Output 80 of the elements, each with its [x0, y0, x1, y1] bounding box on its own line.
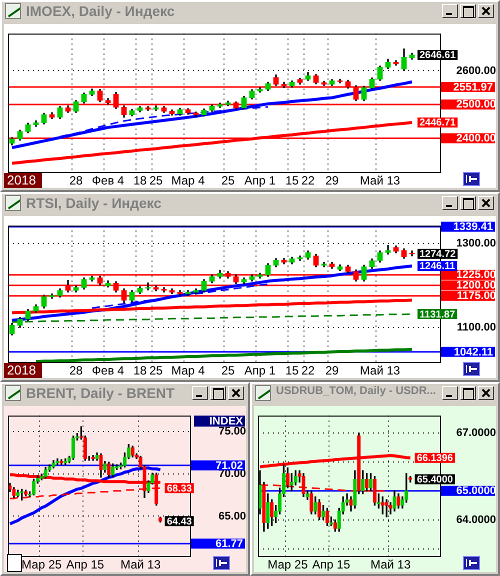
chart-title: BRENT, Daily - BRENT — [26, 385, 176, 401]
line-series — [11, 313, 413, 323]
x-tick-label: Фев 4 — [92, 364, 124, 378]
y-tick-label: 2600.00 — [456, 64, 496, 77]
candlestick — [16, 490, 20, 498]
x-tick-label: Май 13 — [120, 558, 161, 572]
text: 2018 — [7, 172, 36, 188]
data-label: 68.33 — [166, 483, 192, 494]
candlestick — [396, 493, 400, 509]
x-tick-label: Апр 15 — [312, 558, 350, 572]
x-tick-label: 29 — [325, 364, 339, 378]
y-tick-label: 1300.00 — [456, 237, 496, 250]
x-tick-label: 25 — [149, 364, 163, 378]
candlestick — [52, 460, 56, 468]
candlestick — [404, 473, 408, 503]
text: 64.43 — [166, 516, 192, 528]
x-tick-label: 18 — [133, 174, 147, 188]
data-label: 1131.87 — [420, 309, 456, 320]
data-label: 66.1396 — [416, 453, 454, 464]
y-tick-label: 64.0000 — [456, 514, 496, 526]
x-tick-label: Мар 4 — [171, 364, 206, 378]
candlestick — [95, 452, 99, 461]
x-tick-label: 28 — [69, 174, 83, 188]
x-tick-label: Май 13 — [370, 558, 411, 572]
ref-line-label: 1339.41 — [453, 221, 493, 234]
x-tick-label: 25 — [221, 364, 235, 378]
ref-line-label: 1042.11 — [454, 346, 493, 358]
ref-line-label: 61.77 — [215, 538, 243, 550]
x-tick-label: Мар 4 — [171, 174, 206, 188]
candlestick — [56, 458, 60, 465]
data-label: 2446.71 — [420, 118, 456, 129]
y-tick-label: 67.0000 — [456, 427, 496, 439]
x-tick-label: Апр 15 — [66, 558, 104, 572]
candlestick — [310, 490, 314, 514]
candlestick — [103, 460, 107, 473]
x-tick-label: 28 — [69, 364, 83, 378]
x-tick-label: Апр 1 — [244, 364, 276, 378]
y-tick-label: 1175.00 — [456, 290, 496, 302]
x-tick-label: 25 — [221, 174, 235, 188]
x-tick-label: 29 — [325, 174, 339, 188]
chart-title: IMOEX, Daily - Индекс — [26, 3, 176, 19]
line-series — [59, 106, 269, 138]
candlestick — [392, 490, 396, 512]
ref-line-label: 2551.97 — [453, 81, 493, 94]
x-tick-label: 22 — [301, 174, 315, 188]
line-series — [91, 283, 269, 309]
candlestick — [314, 496, 318, 514]
x-tick-label: 22 — [301, 364, 315, 378]
y-tick-label: 2400.00 — [456, 132, 496, 144]
x-tick-label: Мар 25 — [268, 558, 308, 572]
x-tick-label: Фев 4 — [92, 174, 124, 188]
text: 2646.61 — [420, 50, 456, 62]
y-axis-title: INDEX — [209, 416, 244, 428]
x-tick-label: 15 — [285, 174, 299, 188]
x-tick-label: Май 13 — [360, 174, 400, 188]
candlestick — [266, 493, 270, 529]
y-tick-label: 1200.00 — [456, 279, 496, 292]
candlestick — [380, 496, 384, 514]
text: 1274.72 — [420, 249, 456, 260]
candlestick — [368, 473, 373, 492]
chart-title: USDRUB_TOM, Daily - USDR... — [276, 385, 437, 397]
candlestick — [349, 496, 353, 512]
y-tick-label: 2500.00 — [456, 98, 496, 111]
x-tick-label: Мар 25 — [22, 558, 62, 572]
text: 65.4000 — [416, 474, 453, 486]
x-tick-label: 15 — [285, 364, 299, 378]
x-tick-label: Апр 1 — [244, 174, 276, 188]
data-label: 1246.11 — [420, 261, 456, 272]
x-tick-label: 18 — [133, 364, 147, 378]
candlestick — [71, 436, 76, 460]
y-tick-label: 75.00 — [218, 426, 246, 438]
text: 2018 — [7, 362, 36, 378]
x-tick-label: 25 — [149, 174, 163, 188]
y-tick-label: 1225.00 — [456, 268, 496, 281]
chart-title: RTSI, Daily - Индекс — [26, 195, 162, 211]
y-tick-label: 65.00 — [218, 510, 246, 522]
y-tick-label: 1100.00 — [456, 322, 496, 334]
candlestick — [91, 455, 95, 461]
candlestick — [290, 473, 294, 492]
x-tick-label: Май 13 — [360, 364, 400, 378]
